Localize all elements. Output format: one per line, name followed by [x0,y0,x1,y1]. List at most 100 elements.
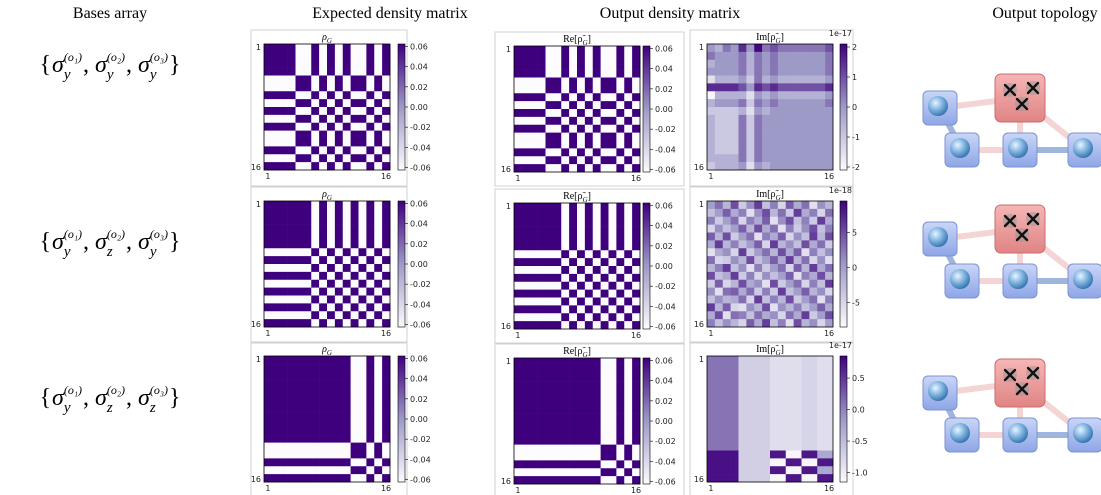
heatmap-cell [359,83,367,91]
heatmap-cell [593,78,601,86]
heatmap-cell [561,460,569,468]
heatmap-cell [382,380,390,388]
heatmap-cell [632,101,640,109]
heatmap-cell [585,274,593,282]
heatmap-cell [366,115,374,123]
heatmap-cell [343,68,351,76]
heatmap-cell [609,133,617,141]
heatmap-cell [546,203,554,211]
basis-text: z [106,244,113,260]
heatmap-cell [609,125,617,133]
heatmap-cell [770,233,778,241]
heatmap-cell [359,280,367,288]
heatmap-cell [280,154,288,162]
heatmap-cell [553,164,561,172]
heatmap-cell [311,201,319,209]
heatmap-cell [762,225,770,233]
heatmap-cell [707,395,715,403]
y-tick-label: 16 [251,475,261,484]
colorbar-tick-label: 0.04 [410,375,428,384]
heatmap-cell [746,52,754,60]
heatmap-cell [538,93,546,101]
heatmap-cell [382,288,390,296]
heatmap-cell [624,235,632,243]
qubit-sphere [1073,423,1093,443]
heatmap-cell [723,364,731,372]
heatmap-cell [296,76,304,84]
heatmap-cell [609,250,617,258]
heatmap-cell [577,413,585,421]
heatmap-cell [825,458,833,466]
heatmap-cell [530,358,538,366]
heatmap-cell [754,248,762,256]
heatmap-cell [264,411,272,419]
heatmap-cell [264,248,272,256]
heatmap-cell [715,272,723,280]
heatmap-cell [616,397,624,405]
heatmap-cell [280,115,288,123]
heatmap-cell [739,146,747,154]
heatmap-cell [809,44,817,52]
heatmap-cell [561,46,569,54]
heatmap-cell [319,403,327,411]
heatmap-cell [522,358,530,366]
heatmap-cell [272,115,280,123]
heatmap-cell [825,115,833,123]
heatmap-cell [351,154,359,162]
heatmap-cell [577,46,585,54]
heatmap-cell [553,413,561,421]
heatmap-cell [366,356,374,364]
heatmap-cell [770,146,778,154]
heatmap-cell [778,474,786,482]
heatmap-cell [530,70,538,78]
heatmap-cell [366,319,374,327]
heatmap-cell [809,272,817,280]
heatmap-cell [601,211,609,219]
heatmap-cell [616,78,624,86]
heatmap-cell [632,437,640,445]
heatmap-cell [538,453,546,461]
heatmap-cell [762,60,770,68]
heatmap-cell [809,427,817,435]
heatmap-cell [522,70,530,78]
heatmap-cell [335,303,343,311]
heatmap-cell [280,443,288,451]
heatmap-cell [817,233,825,241]
heatmap-cell [624,358,632,366]
x-tick-label: 1 [265,329,270,338]
heatmap-cell [577,219,585,227]
heatmap-cell [601,476,609,484]
heatmap-cell [296,280,304,288]
heatmap-cell [311,372,319,380]
heatmap-cell [770,99,778,107]
heatmap-cell [303,217,311,225]
heatmap-cell [382,52,390,60]
column-header: Expected density matrix [312,5,468,22]
heatmap-cell [264,44,272,52]
heatmap-cell [264,83,272,91]
heatmap-cell [288,451,296,459]
heatmap-cell [264,395,272,403]
heatmap-cell [382,451,390,459]
heatmap-cell [577,133,585,141]
heatmap-cell [569,117,577,125]
heatmap-cell [296,264,304,272]
heatmap-cell [514,133,522,141]
heatmap-cell [553,125,561,133]
heatmap-cell [272,319,280,327]
heatmap-cell [553,70,561,78]
heatmap-cell [303,272,311,280]
heatmap-cell [731,256,739,264]
heatmap-cell [546,219,554,227]
heatmap-cell [754,280,762,288]
heatmap-cell [272,83,280,91]
heatmap-cell [754,380,762,388]
heatmap-cell [616,117,624,125]
heatmap-cell [311,146,319,154]
heatmap-cell [553,445,561,453]
heatmap-cell [723,209,731,217]
heatmap-cell [601,125,609,133]
heatmap-cell [561,390,569,398]
heatmap-cell [786,99,794,107]
heatmap-cell [731,123,739,131]
